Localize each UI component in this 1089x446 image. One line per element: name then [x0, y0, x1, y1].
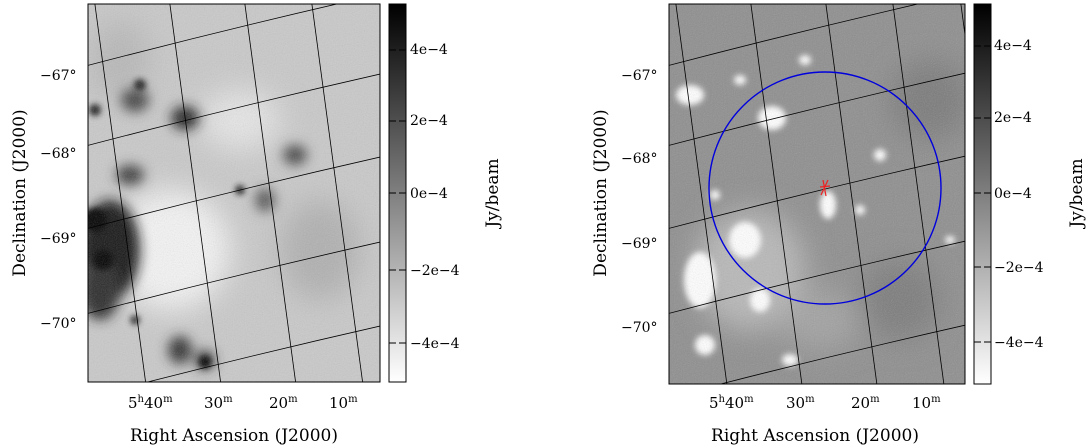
dec-gridline [88, 4, 339, 66]
left-ylabel: Declination (J2000) [10, 109, 30, 276]
right-cbar-tick: −2e−4 [994, 260, 1044, 276]
red-marker [819, 179, 831, 197]
left-cbar-tick: −4e−4 [410, 336, 460, 352]
left-cbar-label: Jy/beam [483, 158, 503, 229]
left-dec-tick: −68° [40, 146, 77, 162]
right-xlabel: Right Ascension (J2000) [711, 426, 919, 446]
left-cbar-tick: 2e−4 [410, 113, 448, 129]
right-cbar-tick: 0e−4 [994, 186, 1032, 202]
ra-gridline [825, 4, 878, 384]
right-dec-tick: −70° [621, 320, 658, 336]
ra-gridline [169, 4, 221, 382]
dec-gridline [88, 241, 380, 314]
left-coordinate-grid [88, 4, 380, 382]
right-image [669, 4, 965, 384]
ra-gridline [892, 4, 945, 384]
right-ra-tick: 5h40m [709, 394, 754, 412]
right-ra-tick: 20m [851, 394, 880, 412]
left-ra-tick: 20m [269, 394, 298, 412]
right-cbar-tick: −4e−4 [994, 335, 1044, 351]
ra-gridline [750, 4, 803, 384]
dec-gridline [669, 155, 965, 229]
dec-gridline [669, 72, 965, 146]
ra-gridline [675, 4, 728, 384]
left-cbar-tick: −2e−4 [410, 263, 460, 279]
left-ra-tick: 5h40m [128, 394, 173, 412]
right-ra-tick: 10m [912, 394, 941, 412]
left-cbar-tick: 4e−4 [410, 42, 448, 58]
right-colorbar [973, 3, 992, 385]
right-colorbar-ticks [974, 45, 991, 343]
dec-gridline [669, 240, 965, 314]
dec-gridline [88, 156, 380, 229]
left-dec-tick: −67° [40, 68, 77, 84]
left-image [88, 4, 380, 382]
dec-gridline [88, 73, 380, 146]
right-cbar-tick: 4e−4 [994, 38, 1032, 54]
field-circle [708, 71, 942, 305]
left-dec-tick: −69° [40, 231, 77, 247]
right-dec-tick: −69° [621, 236, 658, 252]
ra-gridline [94, 4, 146, 382]
left-xlabel: Right Ascension (J2000) [130, 426, 338, 446]
ra-gridline [311, 4, 363, 382]
left-frame [87, 3, 381, 383]
right-cbar-tick: 2e−4 [994, 110, 1032, 126]
right-coordinate-grid [669, 4, 965, 384]
right-dec-tick: −68° [621, 151, 658, 167]
left-ra-tick: 10m [329, 394, 358, 412]
ra-gridline [244, 4, 296, 382]
left-dec-tick: −70° [40, 316, 77, 332]
left-colorbar-ticks [389, 49, 406, 344]
dec-gridline [669, 4, 920, 66]
right-cbar-label: Jy/beam [1067, 158, 1087, 229]
right-dec-tick: −67° [621, 68, 658, 84]
left-cbar-tick: 0e−4 [410, 186, 448, 202]
right-frame [668, 3, 966, 385]
right-ylabel: Declination (J2000) [591, 109, 611, 276]
right-ra-tick: 30m [786, 394, 815, 412]
left-ra-tick: 30m [204, 394, 233, 412]
